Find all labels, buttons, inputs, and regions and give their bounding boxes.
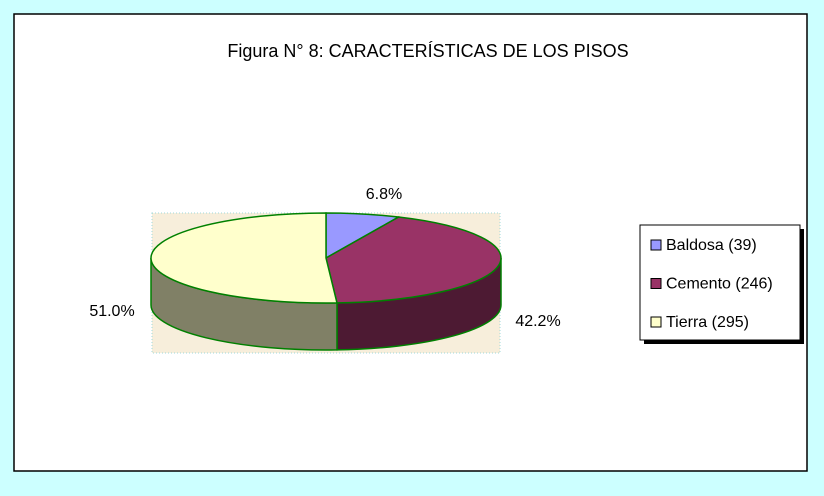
legend-swatch [650, 239, 662, 251]
legend-label: Cemento (246) [666, 276, 773, 293]
legend-swatch [650, 278, 662, 289]
data-label: 51.0% [89, 303, 134, 320]
legend [639, 224, 801, 341]
chart-title: Figura N° 8: CARACTERÍSTICAS DE LOS PISO… [227, 41, 628, 61]
pie-slice [325, 216, 502, 304]
legend-swatch [650, 316, 662, 328]
legend-label: Tierra (295) [666, 314, 749, 331]
legend-label: Baldosa (39) [666, 237, 757, 254]
pie-slice [150, 212, 338, 304]
data-label: 42.2% [515, 313, 560, 330]
data-label: 6.8% [366, 186, 402, 203]
